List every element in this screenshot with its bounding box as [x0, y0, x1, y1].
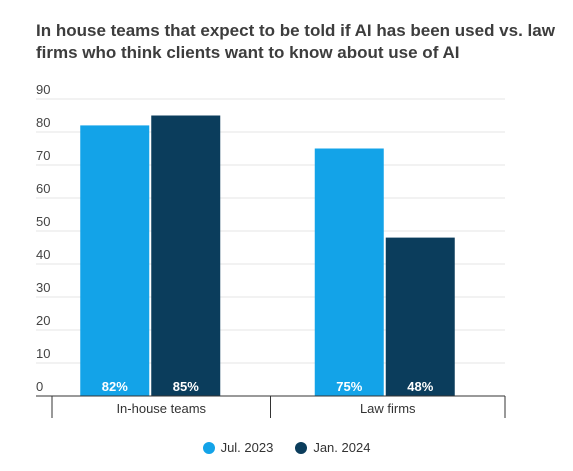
y-tick-label: 80 [36, 115, 50, 130]
x-category-label: In-house teams [116, 401, 206, 416]
bar [385, 237, 455, 396]
x-axis: In-house teams Law firms [36, 395, 506, 418]
y-axis-tick-labels: 0 10 20 30 40 50 60 70 80 90 [36, 82, 50, 394]
bar [80, 125, 150, 397]
legend: Jul. 2023 Jan. 2024 [0, 440, 573, 455]
y-tick-label: 0 [36, 379, 43, 394]
chart-title: In house teams that expect to be told if… [36, 21, 555, 62]
data-labels: 82% 85% 75% 48% [102, 379, 434, 394]
data-label: 85% [173, 379, 199, 394]
legend-item[interactable]: Jul. 2023 [202, 440, 274, 455]
x-category-label: Law firms [360, 401, 416, 416]
y-tick-label: 90 [36, 82, 50, 97]
y-tick-label: 10 [36, 346, 50, 361]
legend-label: Jan. 2024 [313, 440, 371, 455]
data-label: 48% [407, 379, 433, 394]
y-tick-label: 60 [36, 181, 50, 196]
bars [80, 115, 455, 397]
bar [151, 115, 221, 396]
legend-swatch [295, 441, 308, 454]
y-tick-label: 40 [36, 247, 50, 262]
y-tick-label: 70 [36, 148, 50, 163]
y-tick-label: 30 [36, 280, 50, 295]
data-label: 75% [336, 379, 362, 394]
y-tick-label: 20 [36, 313, 50, 328]
legend-item[interactable]: Jan. 2024 [295, 440, 370, 455]
data-label: 82% [102, 379, 128, 394]
bar [314, 148, 384, 396]
legend-label: Jul. 2023 [220, 440, 274, 455]
legend-swatch [202, 441, 215, 454]
y-tick-label: 50 [36, 214, 50, 229]
